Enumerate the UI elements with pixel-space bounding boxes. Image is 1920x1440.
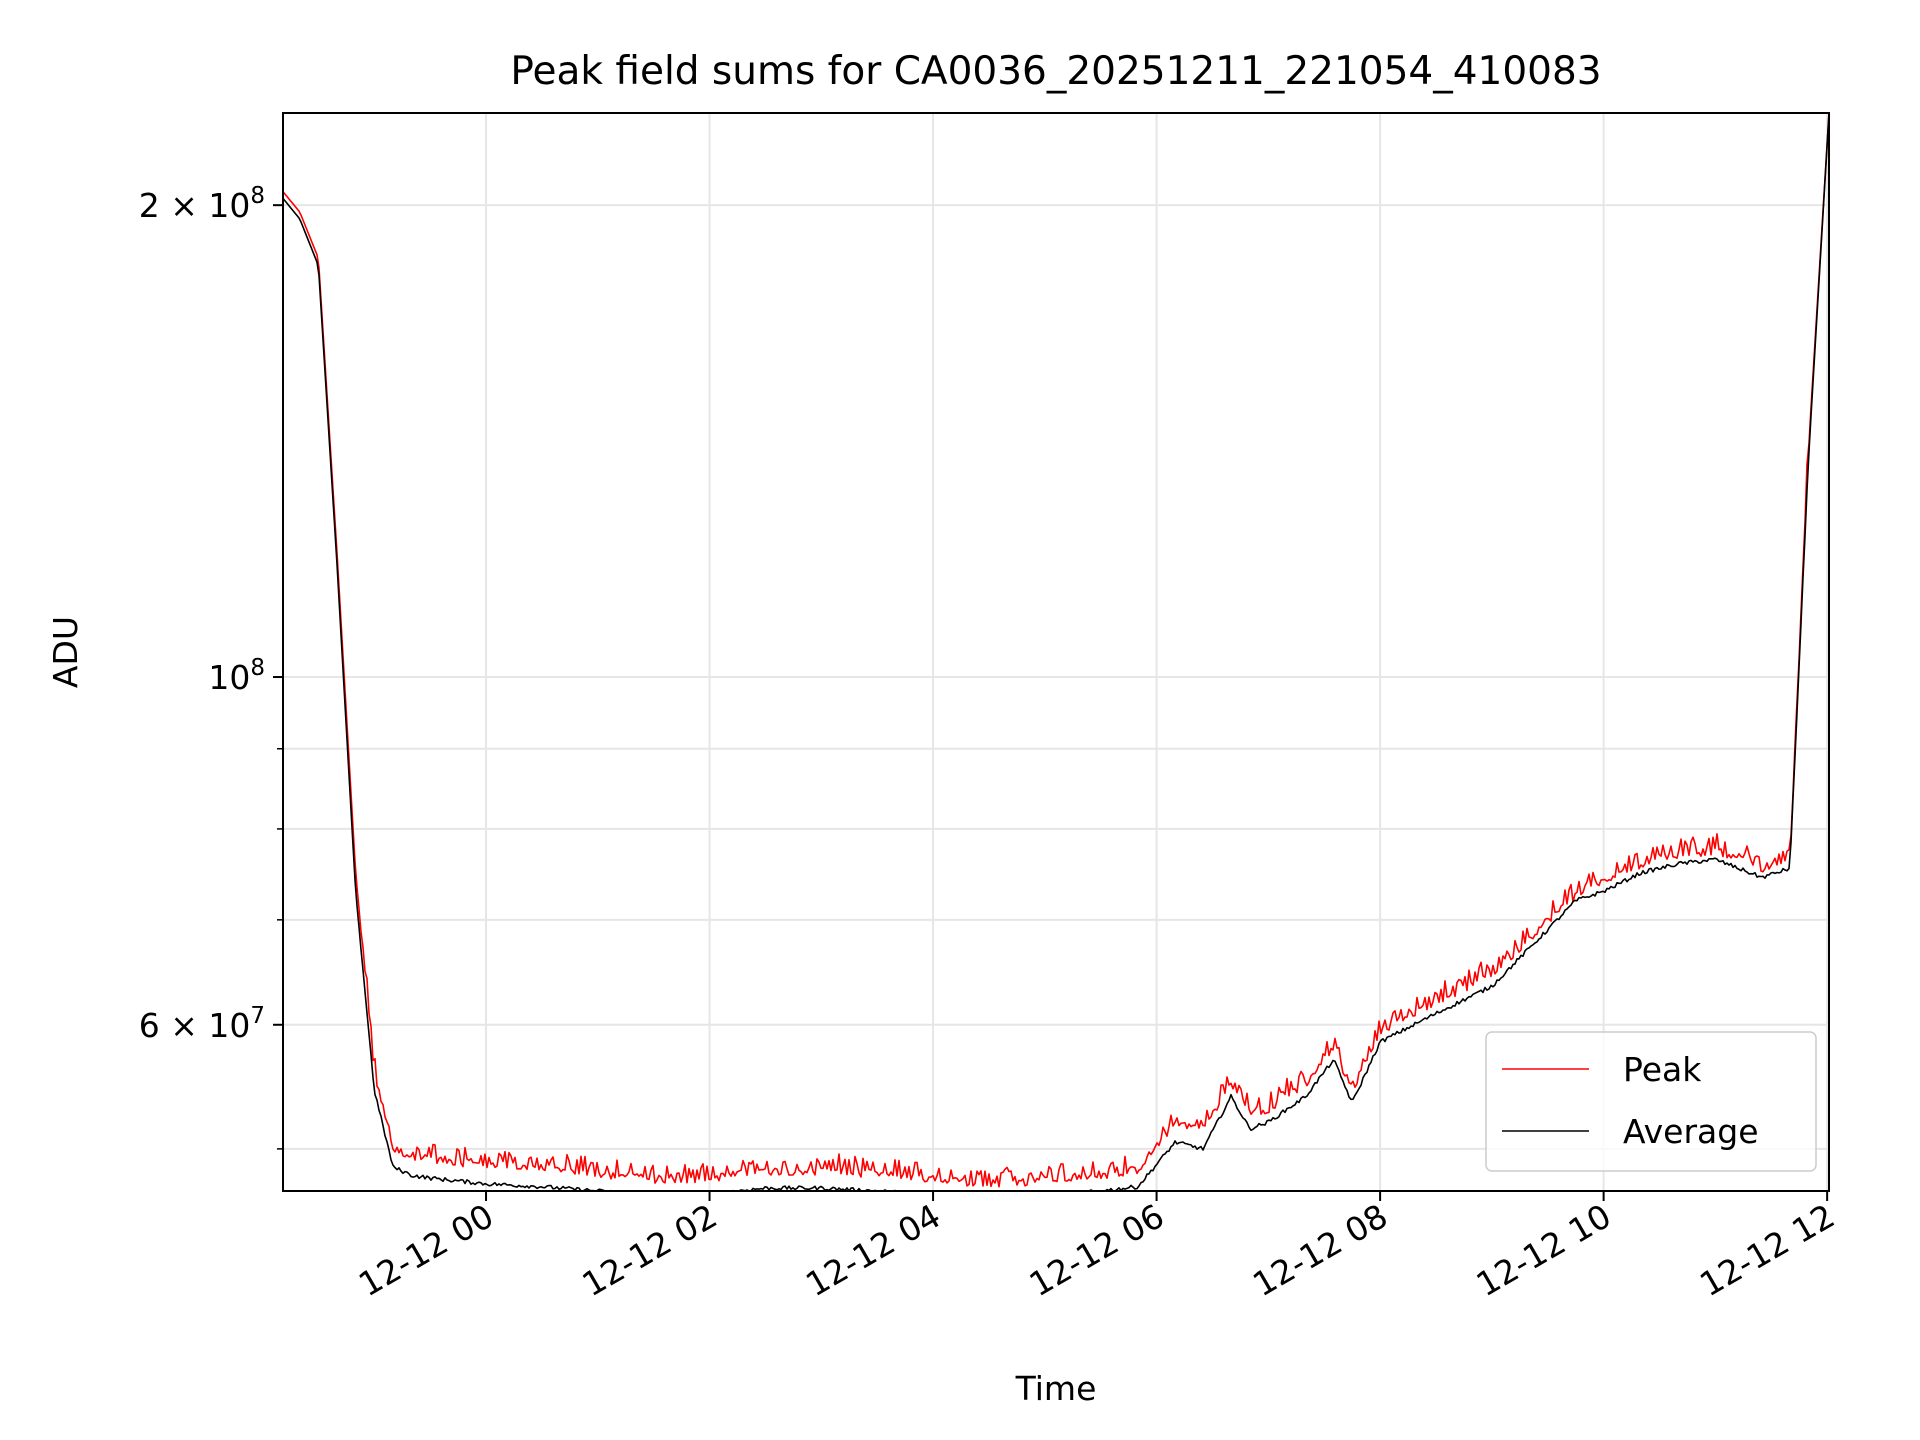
series-line-peak [282,112,1830,1188]
axes-frame [282,112,1830,1192]
x-axis-label: Time [1015,1369,1097,1408]
y-tick-label: 2 × 108 [139,183,265,225]
y-axis-ticks: 6 × 107 108 2 × 108 [139,183,283,1150]
legend-average-label: Average [1623,1112,1759,1151]
y-tick-label: 108 [208,655,265,697]
legend-peak-label: Peak [1623,1050,1702,1089]
y-axis-label: ADU [46,616,85,688]
legend: Peak Average [1485,1031,1817,1172]
chart-title: Peak field sums for CA0036_20251211_2210… [510,49,1601,94]
legend-box [1485,1031,1817,1172]
y-tick-label: 6 × 107 [139,1003,265,1045]
grid-lines [283,113,1829,1191]
